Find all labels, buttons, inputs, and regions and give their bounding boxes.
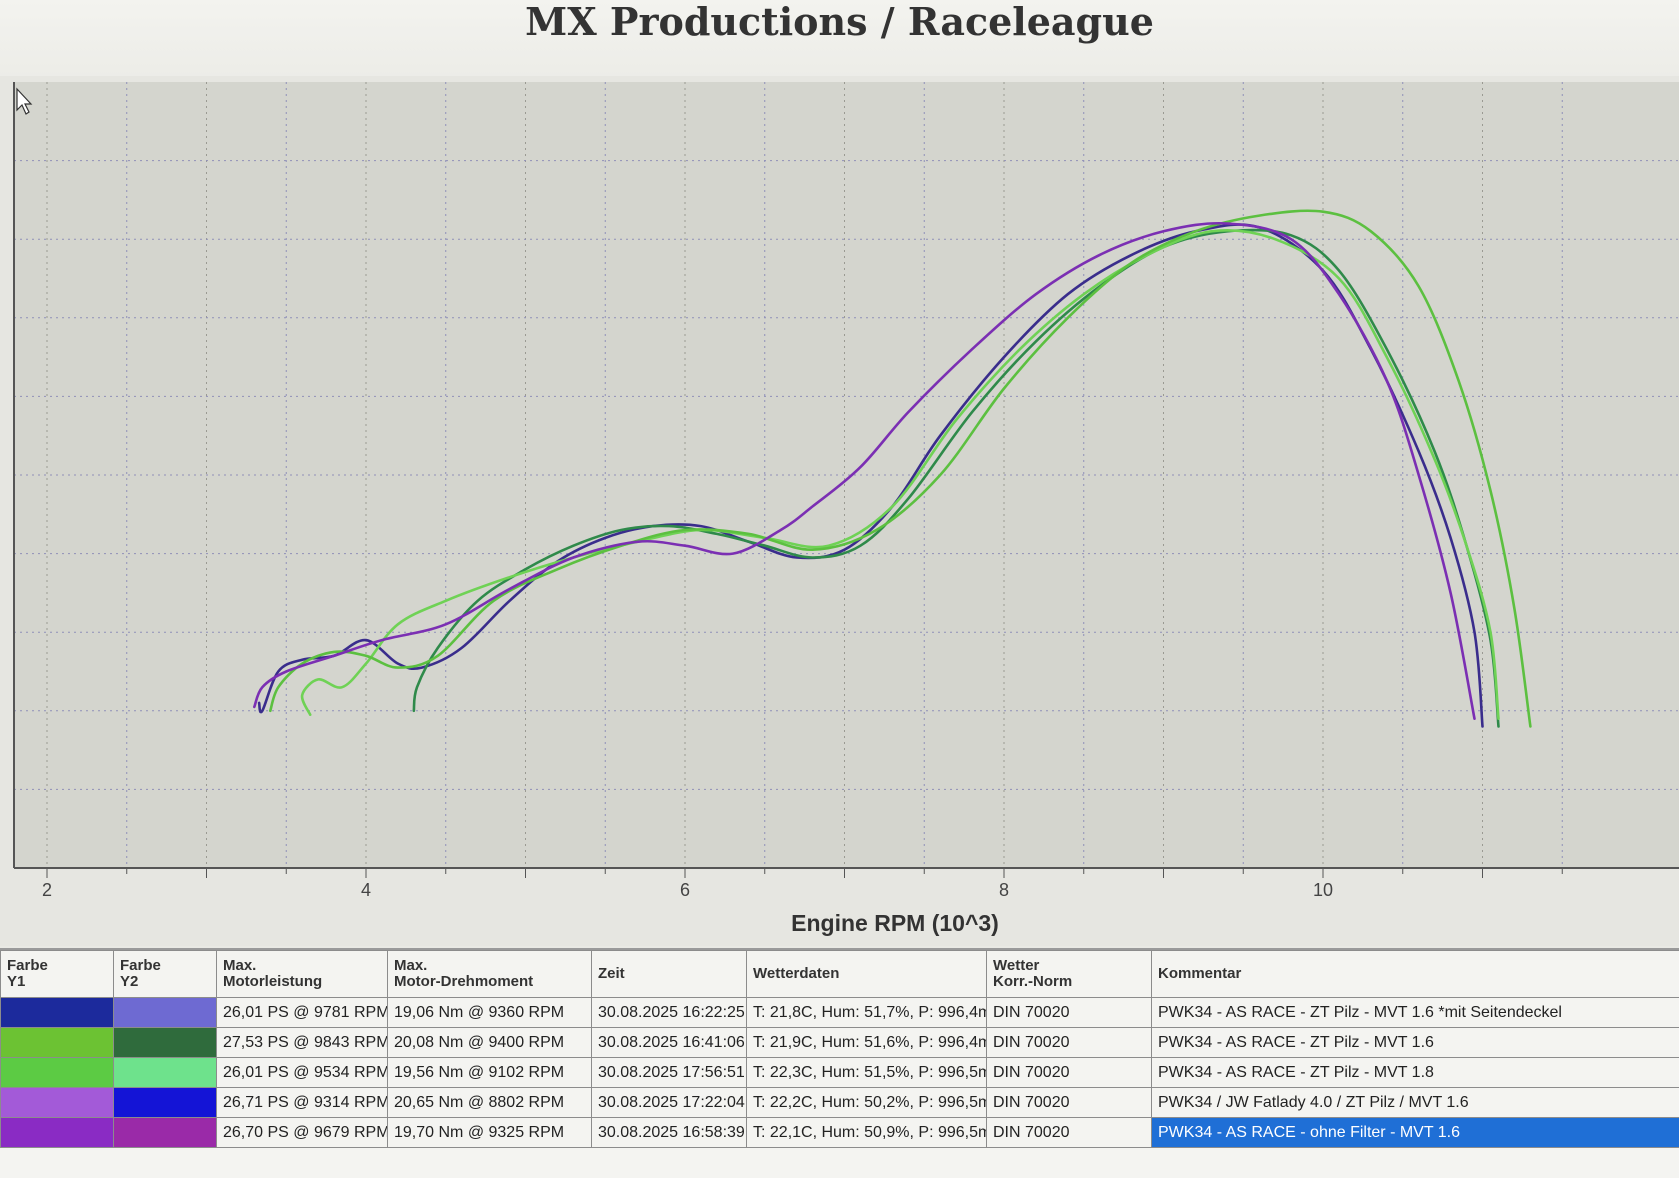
cell-time[interactable]: 30.08.2025 17:56:51 [592,1058,747,1088]
column-header-line1: Wetter [993,958,1145,974]
column-header[interactable]: Zeit [592,951,747,998]
color-swatch-y2[interactable] [114,1028,217,1058]
column-header[interactable]: Kommentar [1152,951,1679,998]
cell-power[interactable]: 26,01 PS @ 9781 RPM [217,998,388,1028]
column-header-line1: Farbe [120,958,210,974]
cell-weather[interactable]: T: 22,3C, Hum: 51,5%, P: 996,5mbar [747,1058,987,1088]
cell-power[interactable]: 26,71 PS @ 9314 RPM [217,1088,388,1118]
x-tick-label: 2 [42,880,52,900]
cell-comment[interactable]: PWK34 - AS RACE - ZT Pilz - MVT 1.6 [1152,1028,1679,1058]
column-header[interactable]: Max.Motorleistung [217,951,388,998]
dyno-chart: 2 4 6 8 10 Engine RPM (10^3) [0,76,1679,946]
cell-weather[interactable]: T: 21,8C, Hum: 51,7%, P: 996,4mbar [747,998,987,1028]
color-swatch-y1[interactable] [1,1028,114,1058]
x-tick-label: 10 [1313,880,1333,900]
cell-weather[interactable]: T: 22,2C, Hum: 50,2%, P: 996,5mbar [747,1088,987,1118]
cell-time[interactable]: 30.08.2025 16:41:06 [592,1028,747,1058]
color-swatch-y1[interactable] [1,1088,114,1118]
cell-norm[interactable]: DIN 70020 [987,1028,1152,1058]
column-header-line1: Max. [223,958,381,974]
color-swatch-y1[interactable] [1,998,114,1028]
cell-torque[interactable]: 19,06 Nm @ 9360 RPM [388,998,592,1028]
cell-comment[interactable]: PWK34 - AS RACE - ZT Pilz - MVT 1.8 [1152,1058,1679,1088]
color-swatch-y1[interactable] [1,1118,114,1148]
cell-comment[interactable]: PWK34 - AS RACE - ZT Pilz - MVT 1.6 *mit… [1152,998,1679,1028]
column-header-line1: Zeit [598,966,740,982]
color-swatch-y2[interactable] [114,1118,217,1148]
column-header-line1: Farbe [7,958,107,974]
cell-norm[interactable]: DIN 70020 [987,998,1152,1028]
x-tick-label: 8 [999,880,1009,900]
color-swatch-y2[interactable] [114,1058,217,1088]
x-tick-label: 4 [361,880,371,900]
cell-norm[interactable]: DIN 70020 [987,1118,1152,1148]
cell-norm[interactable]: DIN 70020 [987,1058,1152,1088]
column-header-line2: Y2 [120,974,210,990]
column-header-line1: Wetterdaten [753,966,980,982]
color-swatch-y2[interactable] [114,998,217,1028]
column-header-line2: Korr.-Norm [993,974,1145,990]
cell-time[interactable]: 30.08.2025 16:22:25 [592,998,747,1028]
column-header-line2: Motor-Drehmoment [394,974,585,990]
x-tick-label: 6 [680,880,690,900]
column-header-line2: Motorleistung [223,974,381,990]
cell-torque[interactable]: 19,56 Nm @ 9102 RPM [388,1058,592,1088]
page-title: MX Productions / Raceleague [0,0,1679,80]
cell-time[interactable]: 30.08.2025 16:58:39 [592,1118,747,1148]
cell-norm[interactable]: DIN 70020 [987,1088,1152,1118]
column-header-line2: Y1 [7,974,107,990]
cell-torque[interactable]: 20,65 Nm @ 8802 RPM [388,1088,592,1118]
cell-power[interactable]: 26,70 PS @ 9679 RPM [217,1118,388,1148]
cell-comment[interactable]: PWK34 / JW Fatlady 4.0 / ZT Pilz / MVT 1… [1152,1088,1679,1118]
cell-weather[interactable]: T: 21,9C, Hum: 51,6%, P: 996,4mbar [747,1028,987,1058]
color-swatch-y1[interactable] [1,1058,114,1088]
cell-power[interactable]: 27,53 PS @ 9843 RPM [217,1028,388,1058]
x-axis-label: Engine RPM (10^3) [791,910,999,936]
cell-power[interactable]: 26,01 PS @ 9534 RPM [217,1058,388,1088]
column-header-line1: Max. [394,958,585,974]
cell-weather[interactable]: T: 22,1C, Hum: 50,9%, P: 996,5mbar [747,1118,987,1148]
chart-svg: 2 4 6 8 10 Engine RPM (10^3) [0,76,1679,946]
cell-comment[interactable]: PWK34 - AS RACE - ohne Filter - MVT 1.6 [1152,1118,1679,1148]
cell-torque[interactable]: 20,08 Nm @ 9400 RPM [388,1028,592,1058]
cell-torque[interactable]: 19,70 Nm @ 9325 RPM [388,1118,592,1148]
column-header-line1: Kommentar [1158,966,1673,982]
column-header[interactable]: Wetterdaten [747,951,987,998]
column-header[interactable]: Max.Motor-Drehmoment [388,951,592,998]
cell-time[interactable]: 30.08.2025 17:22:04 [592,1088,747,1118]
color-swatch-y2[interactable] [114,1088,217,1118]
